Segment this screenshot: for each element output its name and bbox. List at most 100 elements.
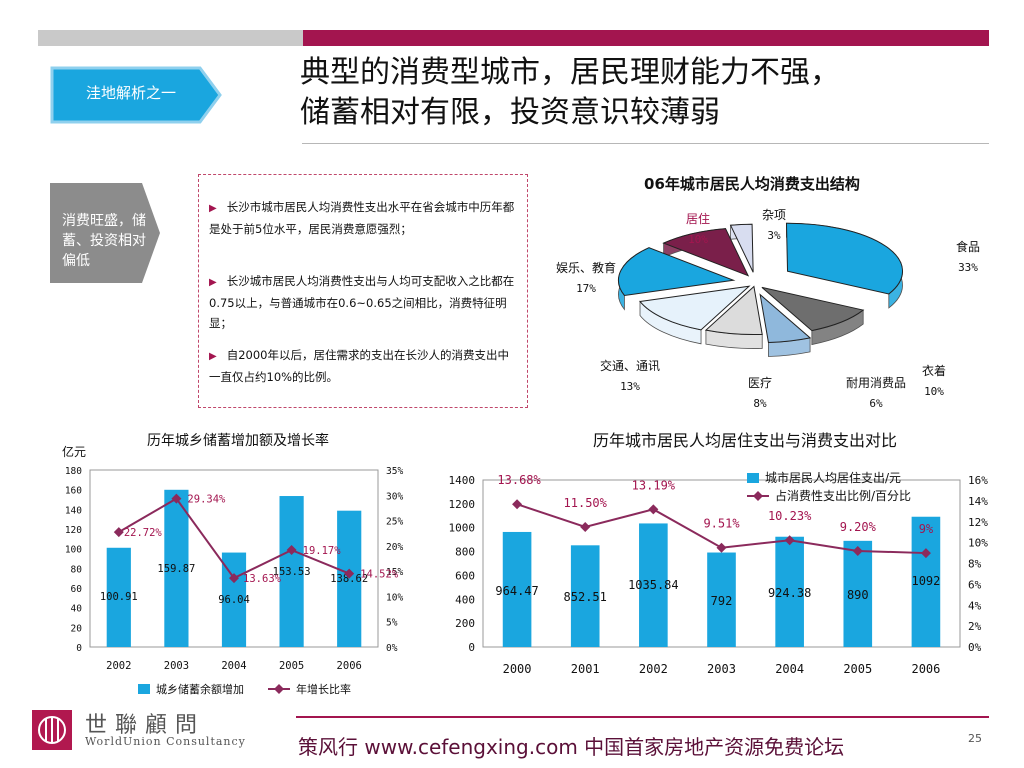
x-tick-label: 2006 [911, 662, 940, 676]
pie-slice [729, 223, 754, 273]
company-logo-icon [32, 710, 72, 750]
bar [843, 540, 873, 647]
y-tick-label: 80 [71, 564, 83, 575]
pie-slice-value: 3% [767, 229, 781, 242]
bar [164, 489, 189, 647]
bar [639, 523, 668, 647]
legend-line-marker [274, 684, 284, 694]
y2-tick-label: 8% [968, 558, 982, 571]
legend-bar-swatch [138, 684, 150, 694]
y-tick-label: 40 [71, 604, 83, 615]
bullet-text: 自2000年以后，居住需求的支出在长沙人的消费支出中一直仅占约10%的比例。 [209, 348, 509, 384]
y2-tick-label: 4% [968, 599, 982, 612]
y-tick-label: 100 [65, 545, 82, 556]
y2-tick-label: 0% [968, 641, 982, 654]
line-point [648, 504, 659, 515]
y-tick-label: 1200 [449, 498, 476, 511]
y-tick-label: 800 [455, 546, 475, 559]
page-title: 典型的消费型城市，居民理财能力不强， 储蓄相对有限，投资意识较薄弱 [300, 53, 1000, 133]
bar-data-label: 138.62 [330, 573, 368, 585]
y2-tick-label: 2% [968, 620, 982, 633]
line-data-label: 29.34% [187, 494, 226, 506]
legend-line-marker [753, 491, 763, 501]
footer-text: 策风行 www.cefengxing.com 中国首家房地产资源免费论坛 [298, 735, 845, 759]
x-tick-label: 2004 [775, 662, 804, 676]
pie-slice-value: 10% [688, 233, 708, 246]
y2-tick-label: 5% [386, 618, 398, 629]
bar [570, 545, 600, 647]
y2-tick-label: 16% [968, 474, 988, 487]
bar-data-label: 100.91 [100, 591, 138, 603]
y-tick-label: 600 [455, 569, 475, 582]
y2-tick-label: 35% [386, 466, 403, 477]
y2-tick-label: 15% [386, 567, 403, 578]
y-tick-label: 140 [65, 505, 82, 516]
x-tick-label: 2005 [843, 662, 872, 676]
y-tick-label: 200 [455, 617, 475, 630]
bullet-marker-icon: ▶ [209, 203, 217, 214]
bar-data-label: 153.53 [273, 566, 311, 578]
logo-english: WorldUnion Consultancy [85, 735, 246, 748]
pie-slice [785, 222, 903, 295]
pie-slice [704, 285, 763, 336]
pie-slice-value: 33% [958, 261, 978, 274]
pie-slice-label: 娱乐、教育 [556, 260, 616, 275]
pie-slice-value: 10% [924, 385, 944, 398]
pie-chart: 06年城市居民人均消费支出结构 食品 33% 衣着 10% 耐用消费品 6% 医疗 8% 交通、… [556, 175, 980, 410]
housing-title: 历年城市居民人均居住支出与消费支出对比 [593, 431, 897, 450]
pie-slice-label: 交通、通讯 [600, 358, 660, 373]
y-tick-label: 1400 [449, 474, 476, 487]
bar [502, 531, 532, 647]
legend-bar-label: 城市居民人均居住支出/元 [765, 470, 901, 485]
line-data-label: 10.23% [768, 509, 812, 523]
y-tick-label: 160 [65, 486, 82, 497]
footer-divider [296, 716, 989, 718]
y2-tick-label: 25% [386, 517, 403, 528]
pie-slice-value: 8% [753, 397, 767, 410]
logo-chinese: 世聯顧問 [85, 713, 206, 738]
bar [707, 552, 736, 647]
line-data-label: 9% [919, 522, 934, 536]
line-point [512, 499, 523, 510]
x-tick-label: 2001 [571, 662, 600, 676]
line-point [580, 521, 591, 532]
page-title-line-1: 典型的消费型城市，居民理财能力不强， [300, 55, 840, 90]
side-tag-label: 消费旺盛，储蓄、投资相对偏低 [62, 213, 146, 269]
bullet-item: ▶ 自2000年以后，居住需求的支出在长沙人的消费支出中一直仅占约10%的比例。 [209, 345, 519, 387]
line-point [920, 548, 931, 559]
bullet-text: 长沙城市居民人均消费性支出与人均可支配收入之比都在0.75以上，与普通城市在0.… [209, 274, 515, 330]
bar-data-label: 924.38 [768, 586, 811, 600]
bar-data-label: 1092 [911, 574, 940, 588]
pie-slice [761, 286, 865, 332]
bar [279, 496, 304, 647]
line-data-label: 19.17% [303, 545, 342, 557]
pie-slice [759, 293, 812, 343]
line-point [852, 545, 863, 556]
x-tick-label: 2002 [106, 660, 131, 672]
bullet-box: ▶ 长沙市城市居民人均消费性支出水平在省会城市中历年都是处于前5位水平，居民消费意… [198, 174, 528, 408]
line-data-label: 22.72% [124, 527, 163, 539]
bar-data-label: 964.47 [495, 584, 538, 598]
y2-tick-label: 6% [968, 578, 982, 591]
pie-slice [618, 247, 736, 297]
y-tick-label: 60 [71, 584, 83, 595]
y-tick-label: 180 [65, 466, 82, 477]
pie-slice-label: 居住 [686, 212, 710, 226]
x-tick-label: 2004 [221, 660, 246, 672]
title-divider [302, 143, 989, 144]
legend-line-label: 年增长比率 [296, 682, 351, 696]
x-tick-label: 2003 [164, 660, 189, 672]
housing-chart: 历年城市居民人均居住支出与消费支出对比 0 200 400 600 800 1000 120… [449, 431, 989, 676]
savings-chart: 历年城乡储蓄增加额及增长率 亿元 0 20 40 60 80 100 120 140 160 18… [62, 432, 403, 696]
y-tick-label: 120 [65, 525, 82, 536]
x-tick-label: 2002 [639, 662, 668, 676]
line-point [344, 568, 355, 579]
bullet-item: ▶ 长沙市城市居民人均消费性支出水平在省会城市中历年都是处于前5位水平，居民消费意… [209, 197, 519, 239]
pie-slice-value: 6% [869, 397, 883, 410]
page-title-line-2: 储蓄相对有限，投资意识较薄弱 [300, 95, 720, 130]
line-point [171, 493, 182, 504]
section-badge-arrow [50, 66, 222, 124]
top-bar-brand [303, 30, 989, 46]
pie-slice [662, 228, 750, 277]
top-bar-grey [38, 30, 303, 46]
